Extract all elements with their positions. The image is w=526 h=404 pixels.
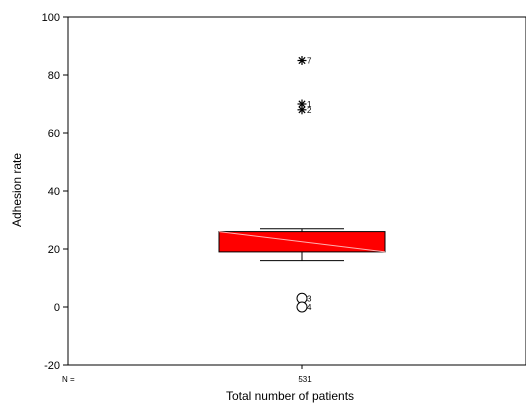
extreme-asterisk (297, 56, 307, 65)
outlier-label: 4 (307, 303, 312, 312)
y-axis: -20 0 20 40 60 80 100 (42, 12, 303, 372)
n-value-label: 531 (298, 375, 312, 384)
extreme-label: 7 (307, 57, 312, 66)
y-tick-label: 20 (48, 244, 60, 256)
extreme-asterisk (297, 105, 307, 115)
y-tick-label: -20 (44, 360, 60, 372)
outlier-points: 34 7 12 (296, 56, 312, 313)
plot-frame (67, 16, 526, 366)
y-tick-label: 60 (48, 128, 60, 140)
y-tick-label: 80 (48, 70, 60, 82)
n-prefix-label: N = (62, 375, 75, 384)
y-tick-label: 40 (48, 186, 60, 198)
extreme-label: 1 (307, 100, 312, 109)
box-group (218, 228, 386, 262)
outlier-circle (296, 301, 308, 313)
y-axis-title: Adhesion rate (10, 153, 24, 227)
x-axis-title: Total number of patients (226, 389, 354, 403)
y-tick-label: 0 (54, 302, 60, 314)
extreme-label: 2 (307, 106, 312, 115)
median-line (218, 231, 386, 253)
y-tick-label: 100 (42, 12, 60, 24)
outlier-label: 3 (307, 294, 312, 303)
